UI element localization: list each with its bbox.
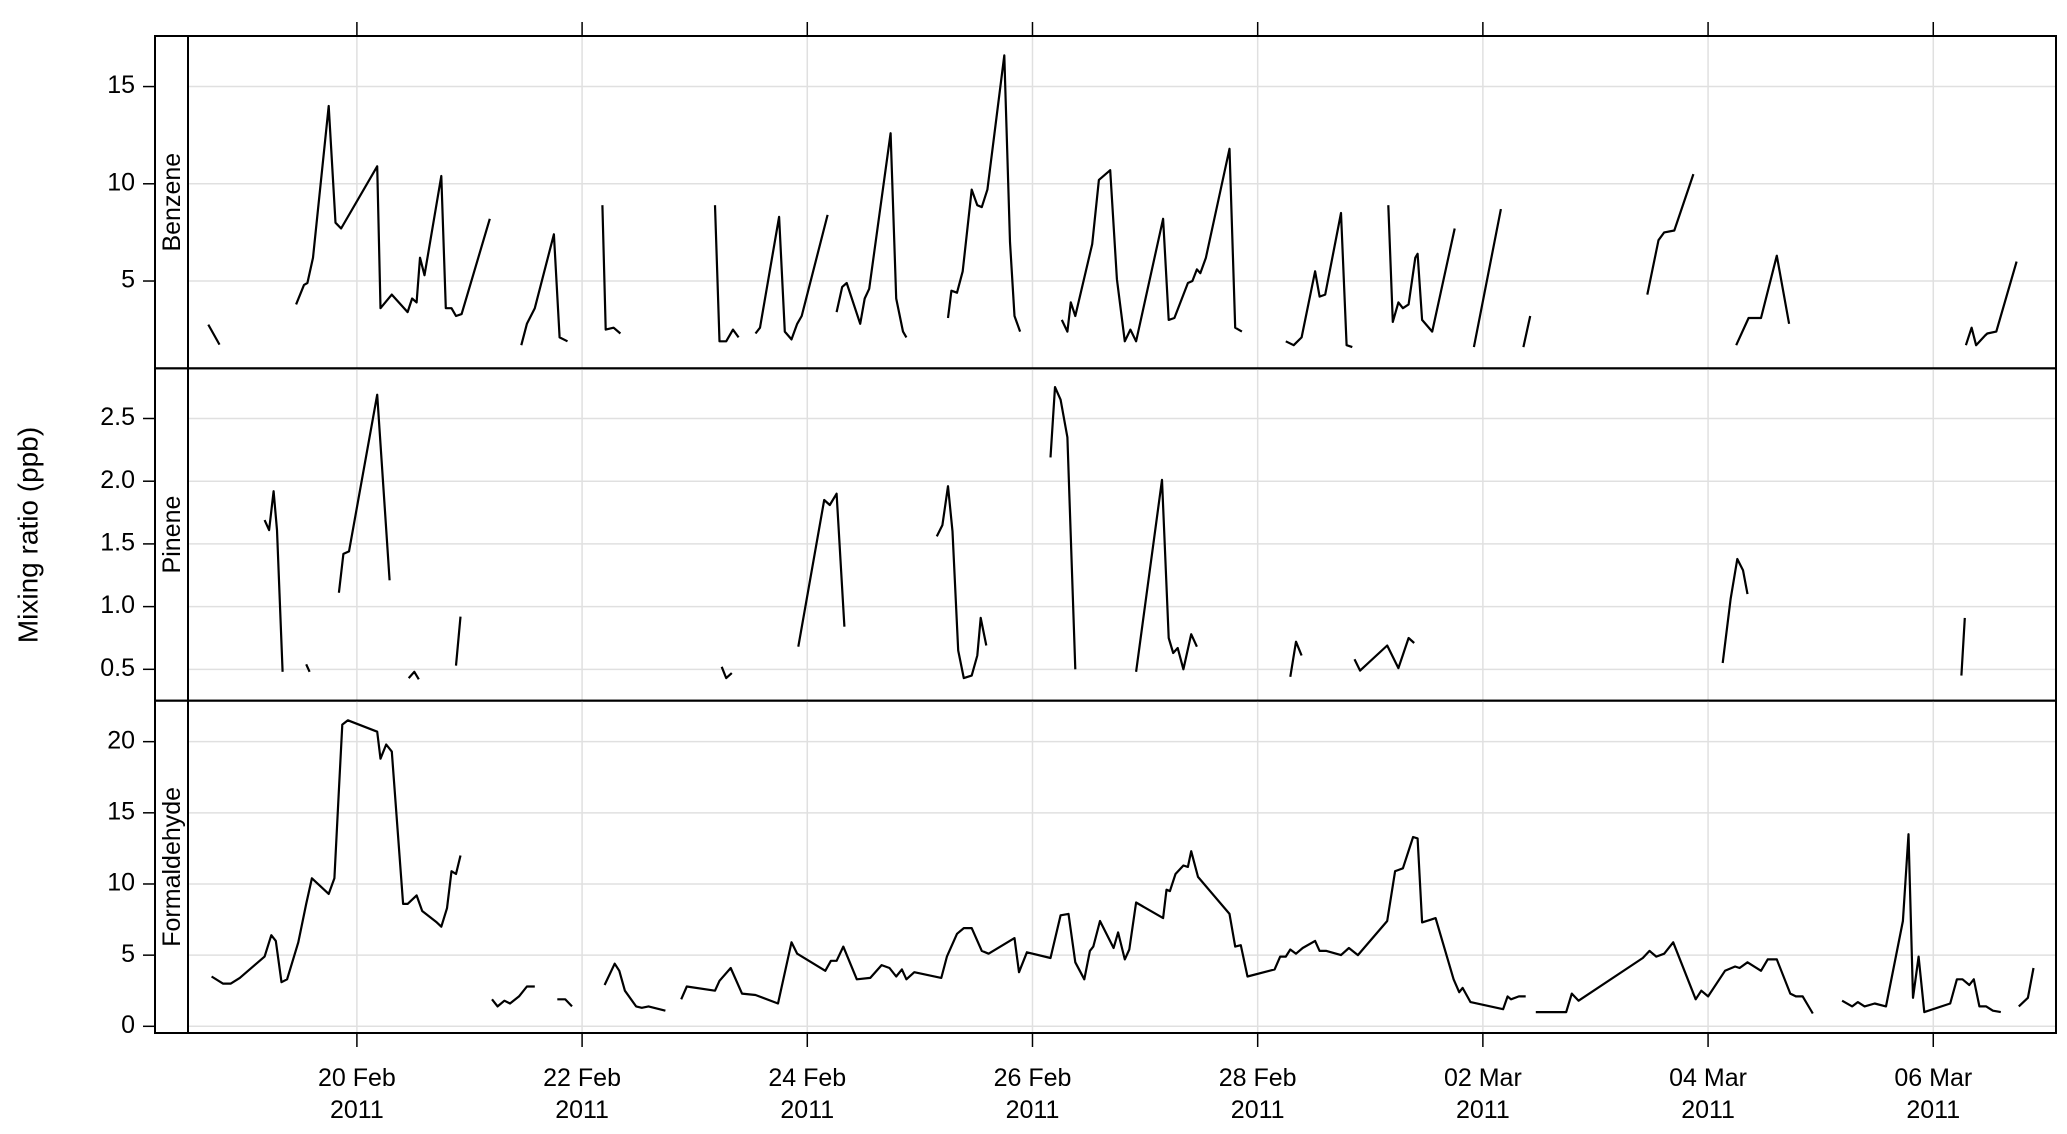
strip-label: Benzene	[158, 153, 186, 252]
x-tick-label: 04 Mar 2011	[1669, 1064, 1747, 1124]
y-tick-label: 1.0	[100, 591, 135, 619]
x-tick-label: 26 Feb 2011	[994, 1064, 1072, 1124]
data-line	[263, 386, 1966, 680]
strip-label: Formaldehyde	[158, 787, 186, 947]
y-tick-label: 0	[121, 1011, 135, 1039]
x-tick-label: 02 Mar 2011	[1444, 1064, 1522, 1124]
data-line	[207, 54, 2018, 349]
y-tick-label: 5	[121, 940, 135, 968]
x-tick-label: 20 Feb 2011	[318, 1064, 396, 1124]
panel-frame	[154, 699, 2057, 1035]
x-tick-label: 28 Feb 2011	[1219, 1064, 1297, 1124]
y-tick-label: 10	[107, 869, 135, 897]
y-tick-label: 10	[107, 168, 135, 196]
y-tick-label: 0.5	[100, 654, 135, 682]
strip-label: Pinene	[158, 496, 186, 574]
y-axis-label: Mixing ratio (ppb)	[12, 427, 43, 643]
x-tick-label: 06 Mar 2011	[1894, 1064, 1972, 1124]
y-tick-label: 15	[107, 71, 135, 99]
y-tick-label: 2.0	[100, 466, 135, 494]
y-tick-label: 5	[121, 266, 135, 294]
y-tick-label: 20	[107, 726, 135, 754]
data-line	[211, 719, 2035, 1015]
x-tick-label: 24 Feb 2011	[768, 1064, 846, 1124]
y-tick-label: 2.5	[100, 403, 135, 431]
y-tick-label: 1.5	[100, 529, 135, 557]
x-tick-label: 22 Feb 2011	[543, 1064, 621, 1124]
y-tick-label: 15	[107, 797, 135, 825]
